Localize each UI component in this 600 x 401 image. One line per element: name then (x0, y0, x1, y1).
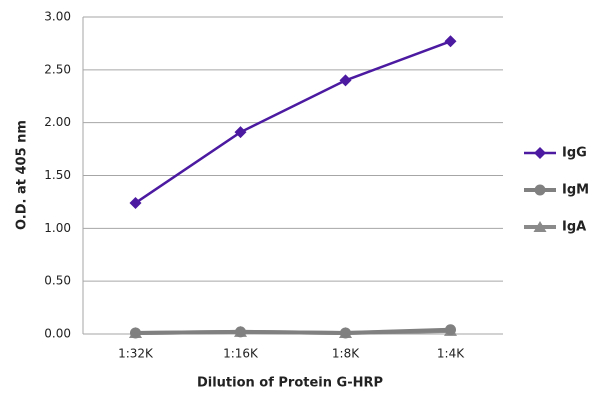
x-axis-title: Dilution of Protein G-HRP (197, 376, 383, 391)
y-tick-label: 0.50 (44, 274, 71, 288)
legend-text: IgM (562, 183, 589, 198)
marker (129, 196, 142, 209)
x-tick-label: 1:4K (437, 347, 465, 361)
legend-marker (534, 184, 546, 196)
marker (234, 126, 247, 139)
y-tick-label: 3.00 (44, 10, 71, 24)
legend-text: IgA (562, 220, 586, 235)
legend-marker (534, 147, 546, 159)
series-line (135, 327, 451, 335)
marker (444, 35, 457, 48)
y-tick-label: 2.00 (44, 115, 71, 129)
marker (130, 327, 141, 339)
series-line (134, 40, 451, 205)
y-tick-label: 1.50 (44, 168, 71, 182)
legend-marker (533, 221, 547, 232)
marker (340, 327, 351, 339)
legend-text: IgG (562, 146, 587, 161)
x-tick-label: 1:32K (118, 347, 154, 361)
y-tick-label: 1.00 (44, 221, 71, 235)
marker (339, 74, 352, 87)
x-tick-label: 1:16K (223, 347, 259, 361)
y-tick-label: 2.50 (44, 62, 71, 76)
marker (445, 324, 456, 336)
y-tick-label: 0.00 (44, 327, 71, 341)
y-axis-title: O.D. at 405 nm (15, 120, 30, 230)
marker (235, 326, 246, 338)
x-tick-label: 1:8K (332, 347, 360, 361)
